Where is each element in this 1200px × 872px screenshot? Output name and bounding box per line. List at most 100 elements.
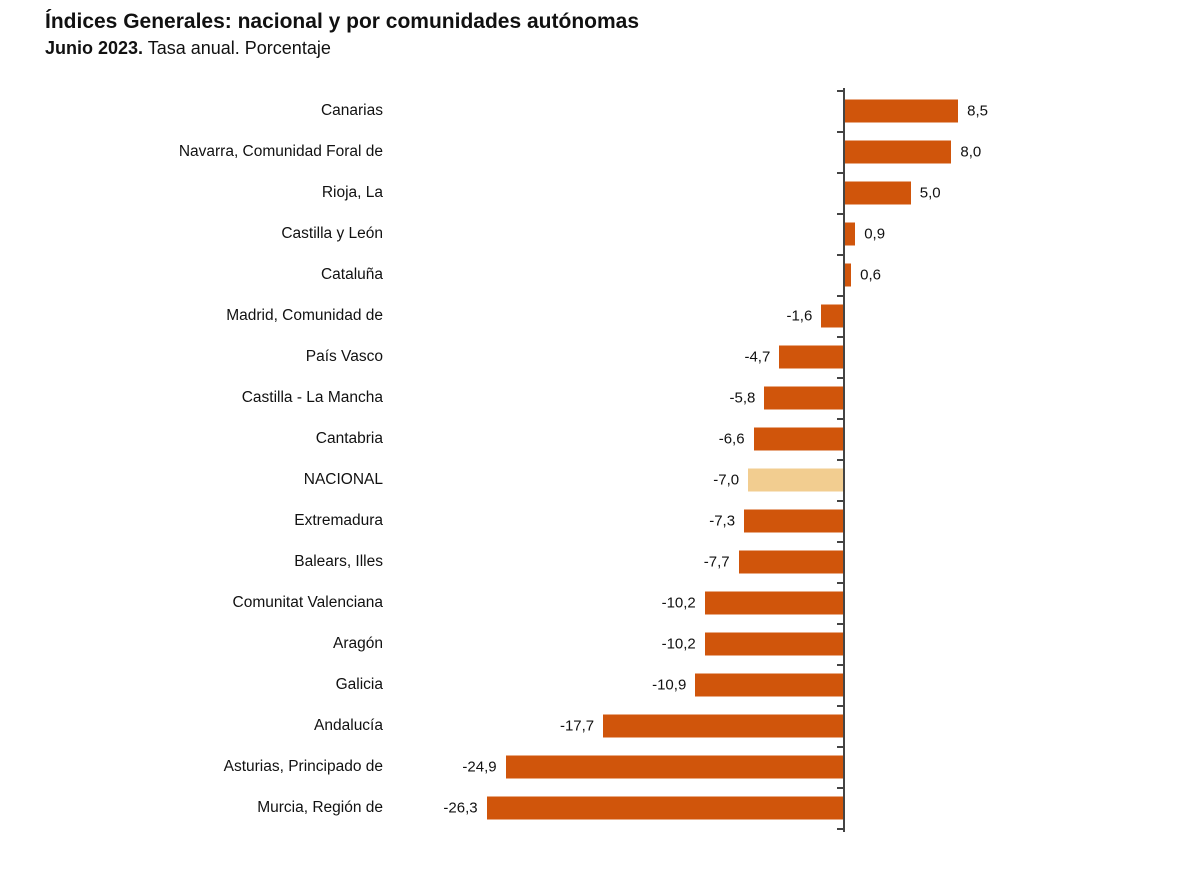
bar-highlight [748, 468, 843, 492]
axis-tick [837, 582, 843, 584]
value-label: -1,6 [786, 307, 813, 325]
value-label: 0,6 [860, 266, 881, 284]
category-label: Cataluña [320, 266, 383, 284]
value-label: 0,9 [864, 225, 886, 243]
value-label: -10,2 [661, 594, 696, 612]
chart-row: Extremadura -7,3 [45, 501, 1160, 542]
plot-area: -5,8 [395, 378, 1160, 419]
bar [753, 427, 843, 451]
category-label: Balears, Illes [294, 553, 383, 571]
axis-tick [837, 336, 843, 338]
axis-tick [837, 418, 843, 420]
plot-area: -10,2 [395, 624, 1160, 665]
axis-tick [837, 664, 843, 666]
bar [843, 181, 911, 205]
bar [744, 509, 843, 533]
bar [821, 304, 843, 328]
bar [603, 714, 843, 738]
bar [704, 632, 843, 656]
plot-area: -7,3 [395, 501, 1160, 542]
chart-row: Madrid, Comunidad de -1,6 [45, 296, 1160, 337]
category-label: Andalucía [314, 717, 383, 735]
category-label: País Vasco [305, 348, 383, 366]
axis-tick [837, 500, 843, 502]
plot-area: -24,9 [395, 747, 1160, 788]
bar [695, 673, 843, 697]
plot-area: 8,0 [395, 132, 1160, 173]
value-label: -4,7 [744, 348, 771, 366]
bar [779, 345, 843, 369]
bar [843, 99, 959, 123]
axis-tick [837, 377, 843, 379]
bar [843, 263, 852, 287]
zero-axis [843, 87, 845, 832]
plot-area: -1,6 [395, 296, 1160, 337]
plot-area: -7,7 [395, 542, 1160, 583]
plot-area: -26,3 [395, 788, 1160, 829]
chart-row: Castilla - La Mancha -5,8 [45, 378, 1160, 419]
category-label: Castilla - La Mancha [241, 389, 383, 407]
category-label: Asturias, Principado de [223, 758, 383, 776]
axis-tick [837, 746, 843, 748]
axis-tick [837, 705, 843, 707]
plot-area: -10,9 [395, 665, 1160, 706]
axis-tick [837, 541, 843, 543]
category-label: Murcia, Región de [257, 799, 383, 817]
chart-row: Murcia, Región de -26,3 [45, 788, 1160, 829]
chart-row: Balears, Illes -7,7 [45, 542, 1160, 583]
chart-subtitle-period: Junio 2023. [45, 38, 144, 59]
category-label: Castilla y León [281, 225, 383, 243]
chart-row: Rioja, La 5,0 [45, 173, 1160, 214]
category-label: Comunitat Valenciana [232, 594, 384, 612]
axis-tick [837, 213, 843, 215]
chart-row: Asturias, Principado de -24,9 [45, 747, 1160, 788]
category-label: Rioja, La [321, 184, 383, 202]
axis-tick [837, 623, 843, 625]
bar [704, 591, 843, 615]
value-label: 8,0 [960, 143, 982, 161]
category-label: Navarra, Comunidad Foral de [178, 143, 383, 161]
chart-row: Andalucía -17,7 [45, 706, 1160, 747]
chart-row: País Vasco -4,7 [45, 337, 1160, 378]
category-label: Cantabria [315, 430, 383, 448]
category-label: Canarias [320, 102, 383, 120]
axis-tick [837, 172, 843, 174]
value-label: -17,7 [559, 717, 595, 735]
category-label: Aragón [333, 635, 383, 653]
category-label: Extremadura [294, 512, 383, 530]
axis-tick [837, 459, 843, 461]
bar [764, 386, 843, 410]
plot-area: -17,7 [395, 706, 1160, 747]
bar-chart: Canarias 8,5 Navarra, Comunidad Foral de 8,… [45, 87, 1160, 832]
value-label: -24,9 [462, 758, 497, 776]
value-label: 5,0 [919, 184, 941, 202]
chart-row: Aragón -10,2 [45, 624, 1160, 665]
plot-area: -7,0 [395, 460, 1160, 501]
plot-area: 8,5 [395, 91, 1160, 132]
value-label: -6,6 [718, 430, 745, 448]
chart-row: Cataluña 0,6 [45, 255, 1160, 296]
value-label: -7,7 [703, 553, 730, 571]
value-label: -7,0 [713, 471, 740, 489]
plot-area: -6,6 [395, 419, 1160, 460]
bar [505, 755, 843, 779]
axis-tick [837, 787, 843, 789]
chart-row: Castilla y León 0,9 [45, 214, 1160, 255]
axis-tick [837, 295, 843, 297]
chart-row: Cantabria -6,6 [45, 419, 1160, 460]
value-label: -10,2 [661, 635, 696, 653]
category-label: NACIONAL [303, 471, 383, 489]
chart-row: Navarra, Comunidad Foral de 8,0 [45, 132, 1160, 173]
value-label: -7,3 [709, 512, 736, 530]
value-label: 8,5 [967, 102, 989, 120]
chart-subtitle: Junio 2023. Tasa anual. Porcentaje [45, 37, 1160, 60]
axis-tick [837, 254, 843, 256]
chart-title: Índices Generales: nacional y por comuni… [45, 10, 639, 33]
axis-tick [837, 90, 843, 92]
value-label: -10,9 [652, 676, 687, 694]
plot-area: 5,0 [395, 173, 1160, 214]
value-label: -5,8 [729, 389, 756, 407]
category-label: Madrid, Comunidad de [226, 307, 383, 325]
chart-subtitle-measure: Tasa anual. Porcentaje [143, 38, 331, 59]
